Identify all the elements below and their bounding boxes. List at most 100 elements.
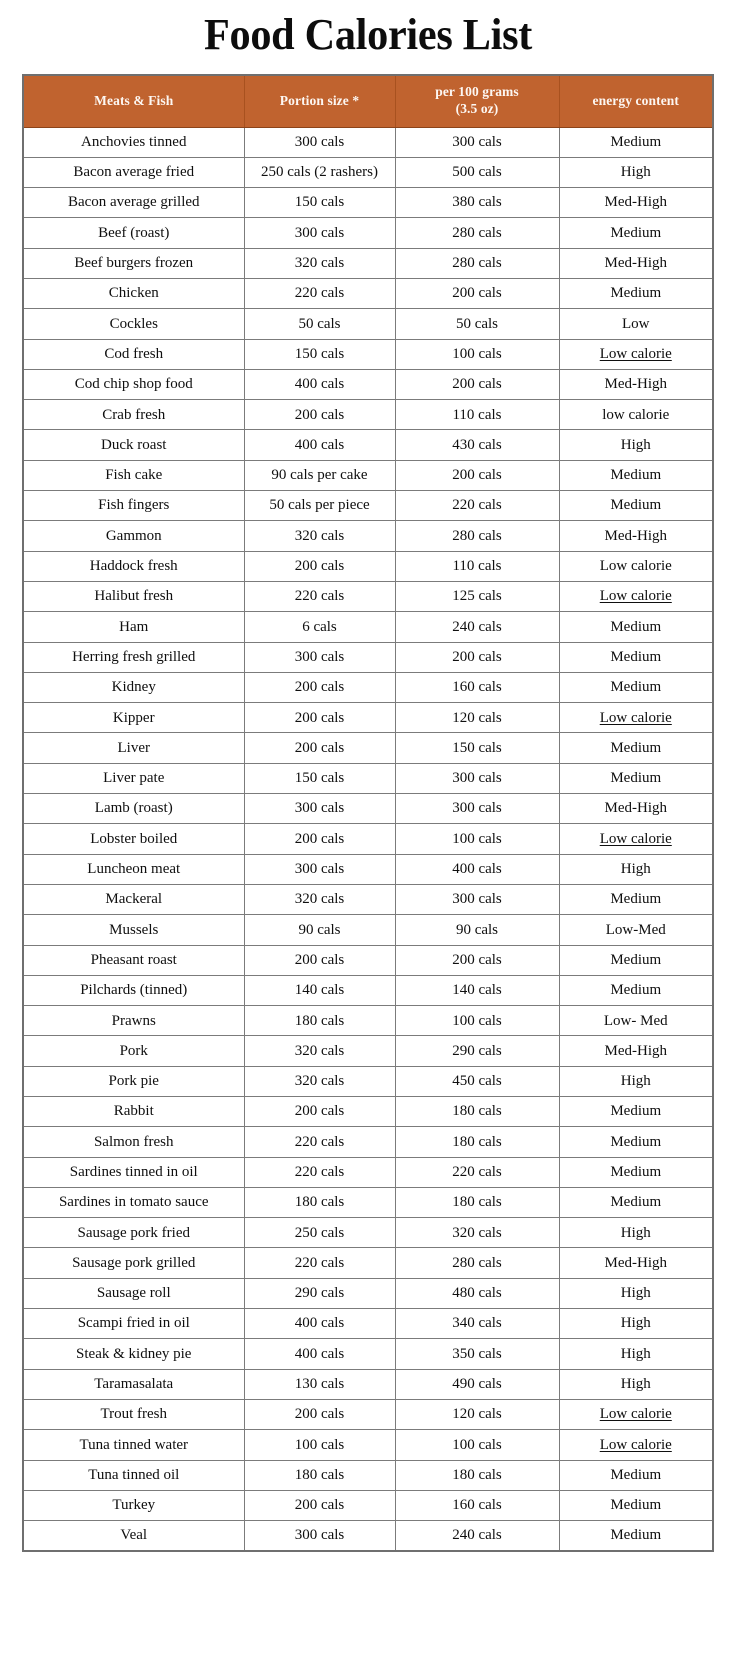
cell-per-100-grams: 150 cals — [395, 732, 560, 764]
cell-energy-content: Med-High — [559, 520, 713, 552]
cell-portion-size: 300 cals — [244, 1520, 396, 1551]
cell-food-name: Pheasant roast — [23, 944, 245, 976]
cell-food-name: Pilchards (tinned) — [23, 974, 245, 1006]
cell-portion-size: 90 cals per cake — [244, 459, 396, 491]
cell-energy-content: Medium — [559, 762, 713, 794]
cell-per-100-grams: 280 cals — [395, 1247, 560, 1279]
cell-food-name: Prawns — [23, 1005, 245, 1036]
table-row: Pork 320 cals 290 cals Med-High — [23, 1035, 713, 1067]
cell-energy-content: Low calorie — [559, 1429, 713, 1461]
cell-food-name: Trout fresh — [23, 1398, 245, 1430]
cell-food-name: Scampi fried in oil — [23, 1308, 245, 1339]
cell-portion-size: 200 cals — [244, 732, 396, 764]
cell-portion-size: 200 cals — [244, 1489, 396, 1521]
cell-per-100-grams: 220 cals — [395, 1156, 560, 1188]
table-header: Meats & Fish Portion size * per 100 gram… — [23, 75, 713, 128]
cell-food-name: Fish fingers — [23, 490, 245, 521]
cell-energy-content: High — [559, 1308, 713, 1339]
cell-portion-size: 320 cals — [244, 247, 396, 279]
cell-per-100-grams: 300 cals — [395, 883, 560, 915]
cell-per-100-grams: 180 cals — [395, 1095, 560, 1127]
cell-energy-content-value: Low calorie — [599, 709, 672, 726]
cell-energy-content: Low-Med — [559, 914, 713, 946]
cell-portion-size: 180 cals — [244, 1459, 396, 1491]
cell-energy-content: High — [559, 853, 713, 885]
cell-food-name: Steak & kidney pie — [23, 1338, 245, 1370]
column-header-per-100-grams-line2: (3.5 oz) — [455, 101, 499, 117]
cell-per-100-grams: 300 cals — [395, 127, 560, 158]
cell-per-100-grams: 400 cals — [395, 853, 560, 885]
table-row: Prawns 180 cals 100 cals Low- Med — [23, 1005, 713, 1036]
cell-energy-content: Low calorie — [559, 823, 713, 855]
cell-portion-size: 400 cals — [244, 1338, 396, 1370]
cell-portion-size: 300 cals — [244, 793, 396, 824]
cell-energy-content: Low calorie — [559, 1398, 713, 1430]
cell-per-100-grams: 200 cals — [395, 459, 560, 491]
cell-portion-size: 290 cals — [244, 1277, 396, 1309]
cell-per-100-grams: 200 cals — [395, 368, 560, 400]
table-row: Sardines in tomato sauce 180 cals 180 cals… — [23, 1186, 713, 1218]
table-row: Luncheon meat 300 cals 400 cals High — [23, 853, 713, 885]
cell-food-name: Cod chip shop food — [23, 368, 245, 400]
cell-food-name: Kidney — [23, 671, 245, 703]
cell-food-name: Pork pie — [23, 1065, 245, 1097]
table-row: Bacon average grilled 150 cals 380 cals Med… — [23, 187, 713, 218]
cell-per-100-grams: 200 cals — [395, 277, 560, 309]
cell-per-100-grams: 160 cals — [395, 1489, 560, 1521]
cell-energy-content: Medium — [559, 974, 713, 1006]
cell-portion-size: 300 cals — [244, 853, 396, 885]
cell-energy-content: Med-High — [559, 368, 713, 400]
cell-per-100-grams: 180 cals — [395, 1186, 560, 1218]
column-header-food: Meats & Fish — [23, 75, 245, 128]
cell-energy-content: Medium — [559, 611, 713, 643]
cell-portion-size: 180 cals — [244, 1186, 396, 1218]
cell-portion-size: 300 cals — [244, 641, 396, 673]
cell-portion-size: 140 cals — [244, 974, 396, 1006]
cell-food-name: Mackeral — [23, 883, 245, 915]
cell-food-name: Tuna tinned water — [23, 1429, 245, 1461]
cell-energy-content: Low calorie — [559, 702, 713, 733]
cell-portion-size: 200 cals — [244, 399, 396, 430]
table-row: Gammon 320 cals 280 cals Med-High — [23, 520, 713, 552]
cell-per-100-grams: 90 cals — [395, 914, 560, 946]
cell-food-name: Tuna tinned oil — [23, 1459, 245, 1491]
cell-food-name: Sardines in tomato sauce — [23, 1186, 245, 1218]
cell-energy-content: Med-High — [559, 793, 713, 824]
table-row: Cod fresh 150 cals 100 cals Low calorie — [23, 338, 713, 370]
cell-food-name: Ham — [23, 611, 245, 643]
table-row: Cod chip shop food 400 cals 200 cals Med-Hi… — [23, 368, 713, 400]
table-row: Herring fresh grilled 300 cals 200 cals Med… — [23, 641, 713, 673]
cell-food-name: Liver pate — [23, 762, 245, 794]
cell-energy-content: Medium — [559, 883, 713, 915]
cell-energy-content: Medium — [559, 732, 713, 764]
table-row: Pilchards (tinned) 140 cals 140 cals Medium — [23, 974, 713, 1006]
cell-energy-content: Medium — [559, 1156, 713, 1188]
cell-portion-size: 300 cals — [244, 217, 396, 249]
cell-per-100-grams: 280 cals — [395, 247, 560, 279]
cell-energy-content: Medium — [559, 671, 713, 703]
cell-portion-size: 200 cals — [244, 1398, 396, 1430]
cell-food-name: Pork — [23, 1035, 245, 1067]
cell-per-100-grams: 140 cals — [395, 974, 560, 1006]
cell-portion-size: 130 cals — [244, 1368, 396, 1400]
cell-energy-content: Medium — [559, 459, 713, 491]
cell-energy-content: Medium — [610, 133, 662, 150]
cell-portion-size: 320 cals — [244, 883, 396, 915]
cell-portion-size: 200 cals — [244, 823, 396, 855]
cell-portion-size: 6 cals — [244, 611, 396, 643]
cell-portion-size: 200 cals — [244, 671, 396, 703]
cell-food-name: Sardines tinned in oil — [23, 1156, 245, 1188]
cell-portion-size: 100 cals — [244, 1429, 396, 1461]
cell-energy-content: High — [559, 1065, 713, 1097]
cell-energy-content: low calorie — [559, 399, 713, 430]
table-row: Turkey 200 cals 160 cals Medium — [23, 1489, 713, 1521]
cell-energy-content: High — [559, 1338, 713, 1370]
cell-portion-size: 320 cals — [244, 520, 396, 552]
cell-food-name: Sausage pork fried — [23, 1217, 245, 1248]
cell-per-100-grams: 240 cals — [395, 611, 560, 643]
cell-portion-size: 220 cals — [244, 277, 396, 309]
cell-portion-size: 200 cals — [244, 702, 396, 733]
cell-per-100-grams: 120 cals — [395, 702, 560, 733]
cell-portion-size: 200 cals — [244, 1095, 396, 1127]
